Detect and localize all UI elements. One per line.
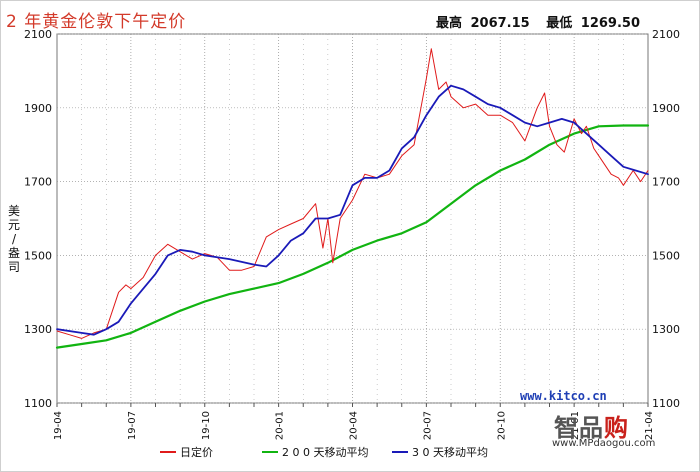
legend-item-ma200: 2 0 0 天移动平均 [262,444,369,460]
x-tick-label: 20-01 [275,411,286,440]
series-layer [55,48,650,349]
x-tick-label: 20-07 [422,411,433,440]
y-tick-label-right: 1900 [652,102,680,115]
y-axis-label-char: 司 [7,260,20,274]
y-tick-label-left: 2100 [24,28,52,41]
watermark: 智品购 www.MPdaogou.com [552,408,692,458]
y-tick-label-left: 1100 [24,397,52,410]
legend-swatch [262,451,278,453]
legend-label: 3 0 天移动平均 [412,446,488,459]
high-label: 最高 [435,16,462,31]
x-tick-label: 19-07 [127,411,138,440]
y-axis-label: 美 元 / 盎 司 [6,204,22,274]
y-tick-label-right: 1300 [652,323,680,336]
y-axis-label-char: 元 [7,218,20,232]
y-axis-label-char: 美 [7,204,20,218]
plot-area-border [56,33,649,404]
watermark-logo-char: 品 [579,414,604,442]
low-label: 最低 [546,16,573,31]
watermark-logo-char: 智 [554,414,579,442]
x-tick-label: 19-04 [53,411,64,440]
high-value: 2067.15 [470,16,530,31]
y-tick-label-left: 1900 [24,102,52,115]
low-value: 1269.50 [580,16,640,31]
y-tick-label-left: 1300 [24,323,52,336]
legend-item-daily: 日定价 [160,444,213,460]
tick-label-layer: 1100 1100 1300 1300 1500 1500 1700 1700 1900 1900… [24,28,680,440]
x-tick-label: 19-10 [201,411,212,440]
watermark-logo: 智品购 [554,408,629,443]
watermark-logo-char: 购 [604,414,629,442]
legend-label: 日定价 [180,446,213,459]
y-tick-label-right: 2100 [652,28,680,41]
y-tick-label-left: 1700 [24,176,52,189]
y-axis-label-char: 盎 [7,246,20,260]
y-tick-label-right: 1700 [652,176,680,189]
y-tick-label-right: 1500 [652,249,680,262]
series-line-ma30 [56,84,649,336]
y-tick-label-left: 1500 [24,249,52,262]
x-tick-label: 20-10 [496,411,507,440]
grid-layer [56,33,649,407]
y-axis-label-char: / [11,232,17,246]
series-line-ma200 [55,124,650,349]
x-tick-label: 21-01 [570,411,581,440]
x-tick-label: 21-04 [644,411,655,440]
source-label: www.kitco.cn [520,389,607,403]
watermark-url: www.MPdaogou.com [552,438,656,449]
legend-label: 2 0 0 天移动平均 [282,446,369,459]
high-low-summary: 最高 2067.15 最低 1269.50 [432,12,640,31]
legend-swatch [392,451,408,453]
legend-swatch [160,451,176,453]
chart-title: 2 年黄金伦敦下午定价 [6,12,187,32]
y-tick-label-right: 1100 [652,397,680,410]
legend-item-ma30: 3 0 天移动平均 [392,444,488,460]
chart-legend: 日定价 2 0 0 天移动平均 3 0 天移动平均 [0,444,700,464]
x-tick-label: 20-04 [349,411,360,440]
series-line-daily-fix [56,48,649,339]
